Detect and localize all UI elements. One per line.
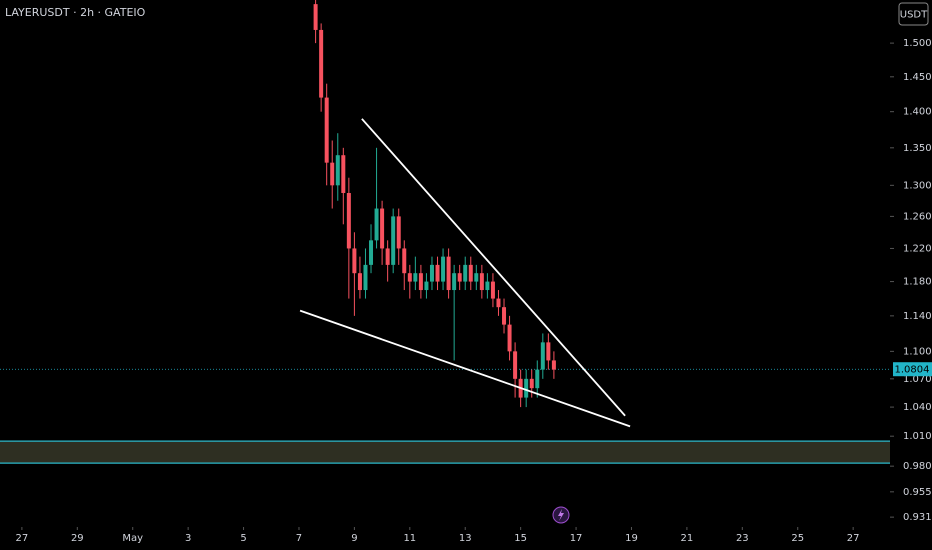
candle-body bbox=[551, 360, 556, 370]
x-tick-label: 15 bbox=[514, 533, 527, 544]
candle-body bbox=[474, 273, 479, 282]
candle-body bbox=[413, 273, 418, 282]
x-tick-label: 7 bbox=[296, 533, 302, 544]
y-tick-label: 1.1400 bbox=[903, 311, 932, 322]
candle-body bbox=[385, 248, 390, 265]
candle-body bbox=[357, 273, 362, 291]
y-tick-label: 1.2600 bbox=[903, 211, 932, 222]
x-tick-label: 29 bbox=[71, 533, 84, 544]
candle-body bbox=[313, 4, 318, 30]
candle-body bbox=[524, 378, 529, 398]
candle-body bbox=[540, 342, 545, 370]
candle-body bbox=[374, 208, 379, 241]
x-tick-label: 25 bbox=[791, 533, 804, 544]
candle-body bbox=[452, 273, 457, 291]
candle-body bbox=[485, 281, 490, 291]
y-tick-label: 1.4000 bbox=[903, 107, 932, 118]
candle-body bbox=[502, 307, 507, 325]
x-tick-label: 17 bbox=[570, 533, 583, 544]
x-tick-label: May bbox=[122, 533, 143, 544]
y-tick-label: 1.5000 bbox=[903, 38, 932, 49]
candle-body bbox=[546, 342, 551, 361]
candle-body bbox=[330, 162, 335, 186]
candle-body bbox=[369, 240, 374, 265]
event-bolt bbox=[558, 509, 564, 521]
candle-body bbox=[457, 273, 462, 282]
candle-body bbox=[407, 273, 412, 282]
last-price-label: 1.0804 bbox=[895, 365, 930, 376]
candle-body bbox=[435, 264, 440, 282]
candle-body bbox=[380, 208, 385, 249]
y-tick-label: 1.3500 bbox=[903, 143, 932, 154]
candle-body bbox=[496, 298, 501, 308]
candle-body bbox=[507, 324, 512, 352]
candle-body bbox=[391, 216, 396, 265]
y-tick-label: 1.1800 bbox=[903, 277, 932, 288]
currency-label[interactable]: USDT bbox=[900, 10, 928, 21]
candle-body bbox=[535, 369, 540, 389]
trendline bbox=[361, 118, 626, 417]
candle-body bbox=[396, 216, 401, 249]
y-tick-label: 1.0400 bbox=[903, 402, 932, 413]
x-tick-label: 27 bbox=[847, 533, 860, 544]
trendline bbox=[299, 309, 631, 428]
candle-body bbox=[529, 378, 534, 389]
currency-box[interactable] bbox=[898, 2, 929, 26]
candle-body bbox=[324, 97, 329, 163]
candle-body bbox=[341, 155, 346, 194]
candle-body bbox=[424, 281, 429, 291]
candle-body bbox=[335, 155, 340, 186]
x-tick-label: 3 bbox=[185, 533, 191, 544]
candle-body bbox=[363, 264, 368, 291]
candle-body bbox=[346, 193, 351, 249]
x-tick-label: 9 bbox=[351, 533, 357, 544]
candle-body bbox=[446, 256, 451, 291]
y-tick-label: 1.1000 bbox=[903, 346, 932, 357]
candle-body bbox=[352, 248, 357, 274]
x-tick-label: 19 bbox=[625, 533, 638, 544]
y-tick-label: 1.2200 bbox=[903, 243, 932, 254]
y-tick-label: 1.0700 bbox=[903, 374, 932, 385]
candle-body bbox=[479, 273, 484, 291]
candle-body bbox=[402, 248, 407, 274]
x-tick-label: 13 bbox=[459, 533, 472, 544]
last-price-box bbox=[893, 362, 932, 377]
y-tick-label: 0.9310 bbox=[903, 512, 932, 523]
x-tick-label: 11 bbox=[403, 533, 416, 544]
candle-body bbox=[490, 281, 495, 299]
y-tick-label: 1.4500 bbox=[903, 72, 932, 83]
x-tick-label: 23 bbox=[736, 533, 749, 544]
x-tick-label: 21 bbox=[681, 533, 694, 544]
zone bbox=[0, 441, 890, 464]
candle-body bbox=[418, 273, 423, 291]
candle-body bbox=[441, 256, 446, 282]
y-tick-label: 1.3000 bbox=[903, 180, 932, 191]
chart-title: LAYERUSDT · 2h · GATEIO bbox=[5, 6, 146, 19]
candle-body bbox=[429, 264, 434, 282]
x-tick-label: 5 bbox=[240, 533, 246, 544]
candle-body bbox=[463, 264, 468, 282]
candle-body bbox=[513, 351, 518, 379]
candle-body bbox=[468, 264, 473, 282]
candle-body bbox=[319, 29, 324, 98]
x-tick-label: 27 bbox=[16, 533, 29, 544]
